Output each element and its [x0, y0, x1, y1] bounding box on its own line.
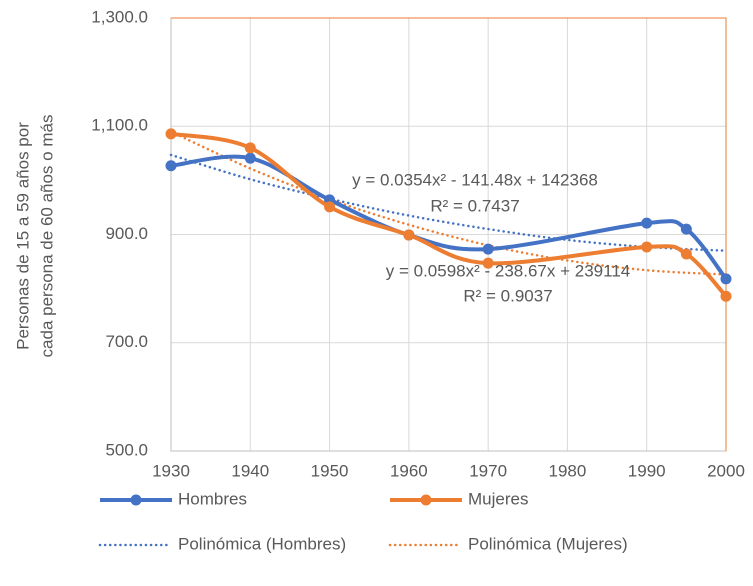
data-point	[403, 229, 415, 241]
y-tick-label: 1,100.0	[91, 116, 148, 135]
trendline-equation: y = 0.0598x² - 238.67x + 239114	[386, 261, 630, 280]
data-point	[165, 160, 177, 172]
legend-label: Hombres	[178, 489, 247, 508]
data-point	[165, 128, 177, 140]
data-point	[720, 273, 732, 285]
data-point	[680, 248, 692, 260]
data-point	[482, 257, 494, 269]
data-point	[244, 142, 256, 154]
legend-label: Polinómica (Mujeres)	[468, 534, 628, 553]
x-tick-label: 1960	[390, 461, 428, 480]
data-point	[482, 243, 494, 255]
y-tick-label: 1,300.0	[91, 7, 148, 26]
data-point	[720, 290, 732, 302]
series-line	[170, 131, 728, 298]
y-tick-label: 900.0	[105, 224, 148, 243]
legend-label: Polinómica (Hombres)	[178, 534, 346, 553]
x-tick-label: 1980	[549, 461, 587, 480]
x-tick-label: 1950	[311, 461, 349, 480]
y-tick-label: 700.0	[105, 332, 148, 351]
x-tick-label: 1930	[152, 461, 190, 480]
trendline-r2: R² = 0.7437	[430, 196, 519, 215]
legend-marker	[130, 494, 142, 506]
data-point	[244, 152, 256, 164]
x-tick-label: 1940	[231, 461, 269, 480]
y-axis-label: cada persona de 60 años o más	[37, 115, 56, 358]
data-point	[641, 241, 653, 253]
series-line	[170, 154, 728, 281]
trendline-equation: y = 0.0354x² - 141.48x + 142368	[352, 170, 598, 189]
x-tick-label: 1970	[469, 461, 507, 480]
y-axis-label: Personas de 15 a 59 años por	[13, 122, 32, 350]
data-point	[324, 201, 336, 213]
y-tick-label: 500.0	[105, 440, 148, 459]
x-tick-label: 1990	[628, 461, 666, 480]
trendline	[169, 130, 728, 276]
trendline-r2: R² = 0.9037	[463, 286, 552, 305]
data-point	[641, 217, 653, 229]
legend-marker	[420, 494, 432, 506]
legend-label: Mujeres	[468, 489, 528, 508]
data-point	[680, 223, 692, 235]
x-tick-label: 2000	[707, 461, 745, 480]
